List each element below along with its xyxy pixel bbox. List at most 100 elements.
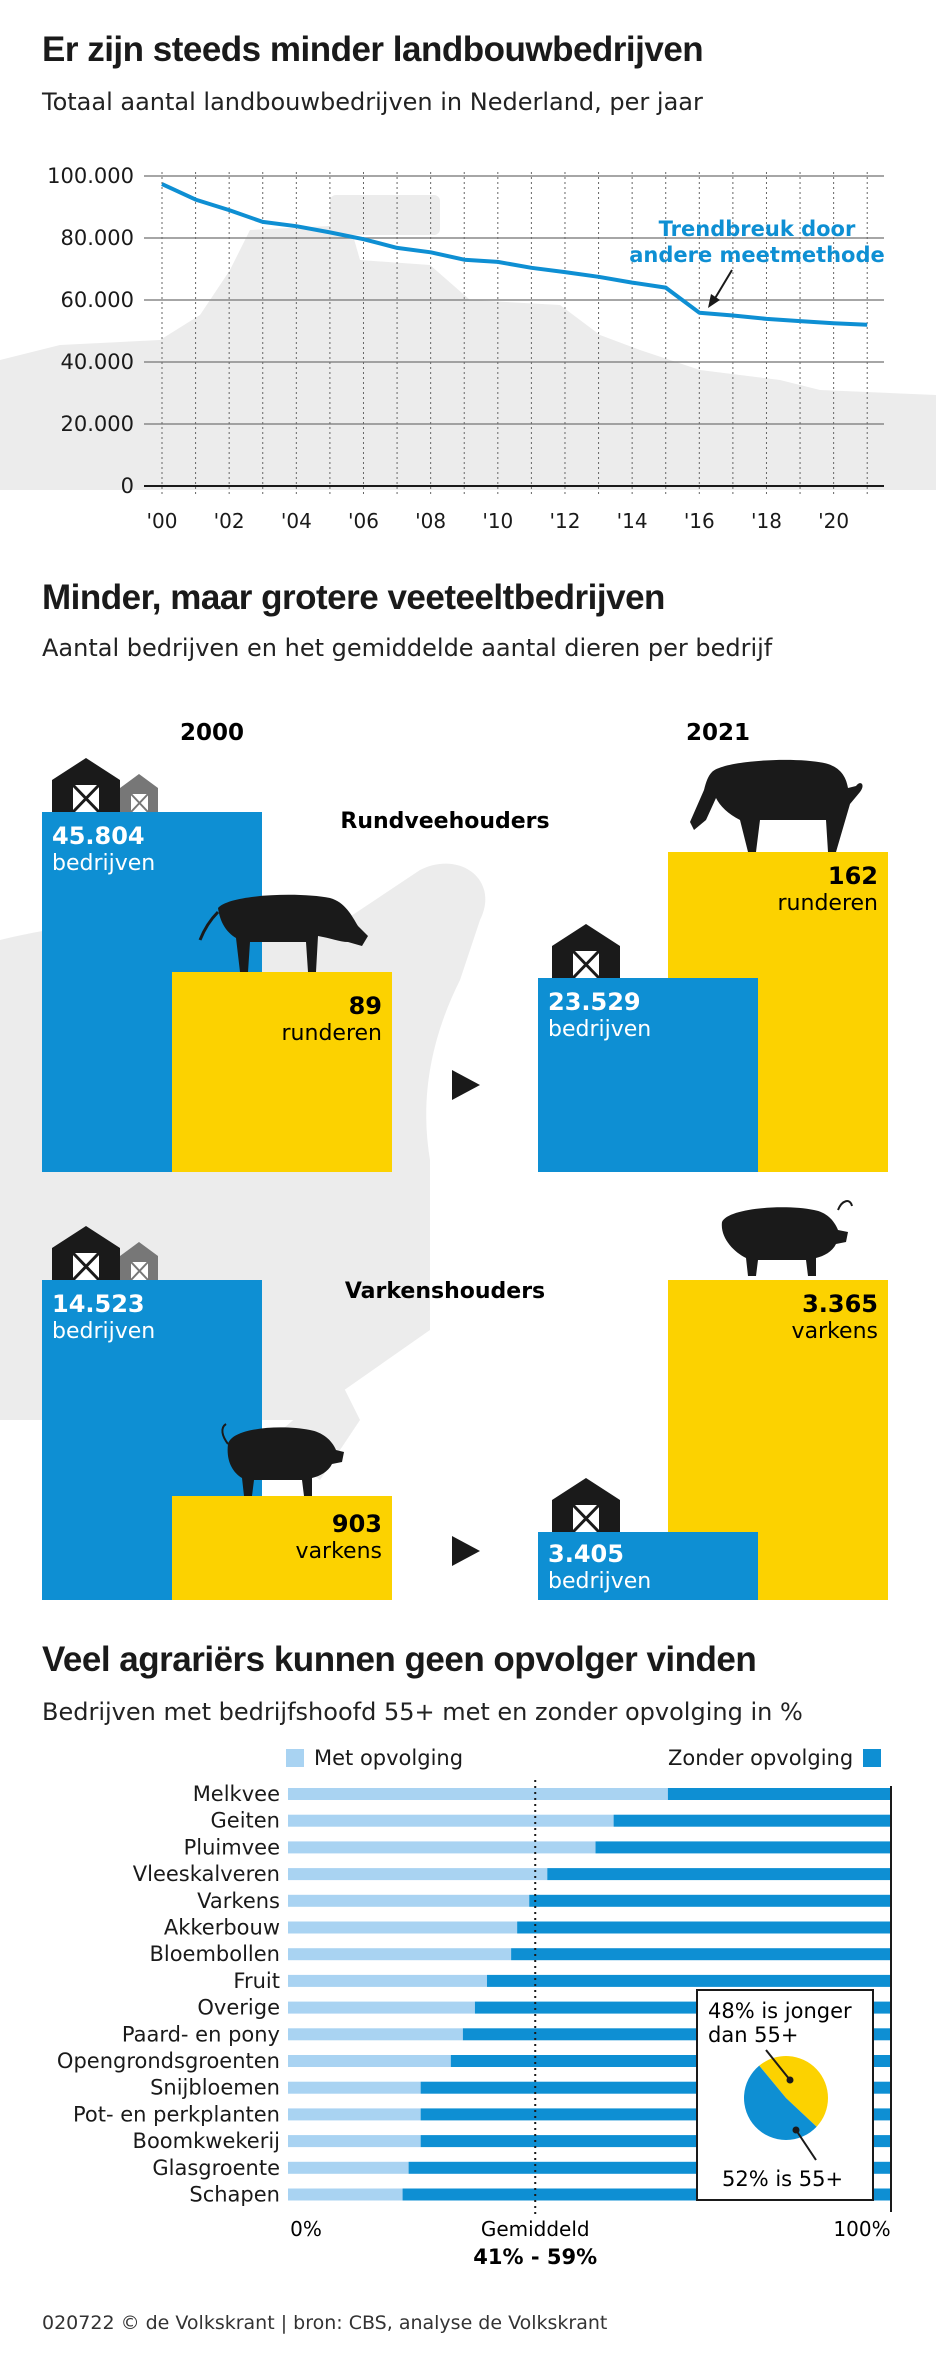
pie-slice-55plus (743, 2065, 817, 2141)
x-tick-label: '08 (415, 509, 446, 533)
barn-icon (552, 924, 620, 980)
category-label: Akkerbouw (164, 1916, 280, 1940)
bar-without-successor (486, 1974, 891, 1987)
bar-row: Melkvee (193, 1782, 891, 1806)
bar-with-successor (288, 1894, 530, 1907)
bar-with-successor (288, 2055, 451, 2067)
y-tick-label: 0 (121, 474, 134, 498)
bar-without-successor (613, 1814, 891, 1827)
cattle-2000-farms-unit: bedrijven (52, 851, 155, 876)
x-tick-label: '00 (147, 509, 178, 533)
footer-credit: 020722 © de Volkskrant | bron: CBS, anal… (42, 2312, 608, 2334)
y-tick-label: 20.000 (61, 412, 134, 436)
legend-with: Met opvolging (286, 1746, 463, 1770)
barn-small-icon (120, 774, 158, 813)
pie-slice-younger (759, 2056, 828, 2127)
pie-label-bottom: 52% is 55+ (722, 2167, 843, 2191)
cattle-2000-animals-bar (172, 972, 392, 1172)
bar-with-successor (288, 1921, 518, 1934)
y-tick-label: 40.000 (61, 350, 134, 374)
barn-icon (52, 1226, 120, 1282)
arrow-right-icon (452, 1070, 480, 1100)
x-tick-label: '10 (482, 509, 513, 533)
bar-with-successor (288, 1974, 487, 1987)
cattle-2021-farms-bar (538, 978, 758, 1172)
bar-with-successor (288, 1948, 512, 1961)
pie-pointer-top (765, 2049, 791, 2081)
pigs-2000-farms-unit: bedrijven (52, 1319, 155, 1344)
bar-with-successor (288, 2001, 475, 2014)
category-label: Vleeskalveren (133, 1862, 280, 1886)
barn-small-icon (120, 1242, 158, 1281)
x-tick-label: '16 (684, 509, 715, 533)
annotation-line2: andere meetmethode (629, 243, 885, 267)
category-label: Melkvee (193, 1782, 280, 1806)
bar-with-successor (288, 2108, 421, 2121)
category-label: Varkens (197, 1889, 280, 1913)
cattle-2000-animals-unit: runderen (282, 1021, 382, 1046)
chart3-title: Veel agrariërs kunnen geen opvolger vind… (42, 1640, 757, 1679)
cattle-label: Rundveehouders (340, 809, 549, 834)
cattle-2000-animals-value: 89 (349, 992, 382, 1020)
pie-label-top-1: 48% is jonger (708, 1999, 852, 2023)
bar-with-successor (288, 2188, 403, 2201)
bar-row: Vleeskalveren (133, 1862, 891, 1886)
pigs-2000-farms-value: 14.523 (52, 1290, 145, 1318)
cattle-2021-farms-value: 23.529 (548, 988, 641, 1016)
bar-with-successor (288, 2028, 463, 2041)
category-label: Fruit (233, 1969, 280, 1993)
pig-icon (721, 1200, 853, 1276)
pigs-2000-animals-value: 903 (332, 1510, 382, 1538)
bar-with-successor (288, 1788, 668, 1800)
bar-with-successor (288, 2081, 421, 2094)
pie-label-top-2: dan 55+ (708, 2023, 799, 2047)
x-tick-label: '02 (214, 509, 245, 533)
bar-with-successor (288, 1868, 548, 1881)
pig-icon (221, 1423, 344, 1496)
farms-series-line (161, 182, 868, 327)
pigs-2000-animals-unit: varkens (296, 1539, 382, 1564)
average-value: 41% - 59% (473, 2245, 597, 2269)
bar-with-successor (288, 1841, 596, 1854)
cattle-2021-farms-unit: bedrijven (548, 1017, 651, 1042)
legend-without: Zonder opvolging (668, 1746, 882, 1770)
category-label: Boomkwekerij (133, 2129, 280, 2153)
cow-icon (198, 894, 368, 972)
barn-icon (52, 758, 120, 814)
category-label: Bloembollen (149, 1942, 280, 1966)
pigs-2021-animals-unit: varkens (792, 1319, 878, 1344)
bar-row: Bloembollen (149, 1942, 891, 1966)
cattle-2000-farms-value: 45.804 (52, 822, 145, 850)
bar-with-successor (288, 2135, 421, 2148)
bar-row: Pluimvee (184, 1835, 891, 1859)
category-label: Pot- en perkplanten (73, 2102, 280, 2126)
x-tick-label: '18 (751, 509, 782, 533)
pigs-2021-animals-value: 3.365 (802, 1290, 878, 1318)
category-label: Opengrondsgroenten (57, 2049, 280, 2073)
axis-max-label: 100% (833, 2217, 890, 2241)
bar-row: Fruit (233, 1969, 891, 1993)
bar-with-successor (288, 2161, 409, 2174)
pigs-2021-farms-value: 3.405 (548, 1540, 624, 1568)
x-tick-label: '12 (550, 509, 581, 533)
arrow-right-icon (452, 1536, 480, 1566)
cow-icon (690, 759, 863, 852)
y-tick-label: 60.000 (61, 288, 134, 312)
legend-without-label: Zonder opvolging (668, 1746, 854, 1770)
bar-row: Opengrondsgroenten (57, 2049, 891, 2073)
bar-without-successor (517, 1921, 891, 1934)
category-label: Paard- en pony (122, 2022, 280, 2046)
pie-inset: 48% is jonger dan 55+ 52% is 55+ (696, 1989, 874, 2201)
y-tick-label: 80.000 (61, 226, 134, 250)
bar-without-successor (667, 1788, 891, 1800)
bar-row: Varkens (197, 1889, 891, 1913)
cattle-2021-animals-value: 162 (828, 862, 878, 890)
y-tick-label: 100.000 (47, 164, 134, 188)
line-chart: 100.000 80.000 60.000 40.000 20.000 0 '00 '02 '… (0, 164, 936, 533)
axis-mid-label: Gemiddeld (481, 2217, 590, 2241)
legend-swatch-light (286, 1749, 304, 1767)
year-2021-label: 2021 (686, 720, 750, 746)
bar-without-successor (595, 1841, 891, 1854)
category-label: Schapen (189, 2183, 280, 2207)
annotation-arrow-icon (708, 269, 733, 308)
